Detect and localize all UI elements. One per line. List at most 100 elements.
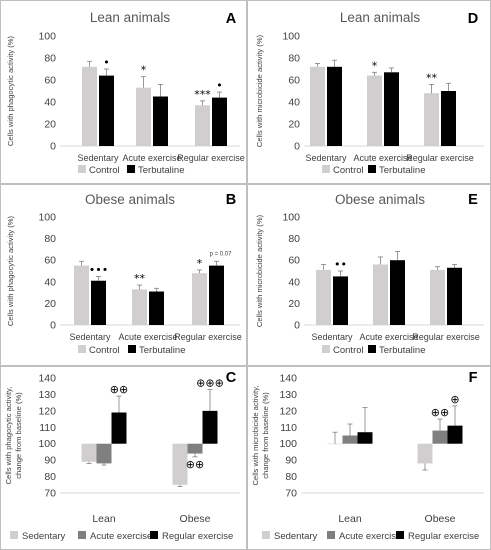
- panel-F: 70 80 90 100 110 120 130 140 Cells with microbic…: [247, 366, 491, 550]
- significance-label: ⊕⊕⊕: [196, 377, 224, 390]
- y-tick-label: 100: [282, 31, 300, 43]
- bar: [432, 430, 448, 444]
- y-tick-label: 40: [288, 97, 300, 109]
- y-tick-label: 60: [288, 75, 300, 87]
- legend-label: Acute exercise: [90, 531, 152, 542]
- panel-D: 0 20 40 60 80 100 Cells with microbicide activ…: [247, 0, 491, 184]
- panel-title: Lean animals: [340, 10, 421, 25]
- bar: [192, 273, 207, 325]
- category-label: Regular exercise: [412, 332, 480, 342]
- y-tick-label: 20: [288, 298, 300, 310]
- category-label: Obese: [180, 513, 211, 525]
- category-label: Acute exercise: [122, 153, 181, 163]
- panel-border: [0, 0, 247, 184]
- bar: [212, 97, 227, 146]
- y-tick-label: 20: [288, 119, 300, 131]
- y-tick-label: 130: [279, 389, 297, 401]
- y-tick-label: 100: [38, 31, 56, 43]
- y-axis-label: Cells with phagocytic activity (%): [6, 215, 15, 326]
- y-tick-label: 140: [38, 373, 56, 385]
- bar: [82, 66, 97, 146]
- legend-swatch: [150, 531, 158, 539]
- category-label: Lean: [338, 513, 362, 525]
- significance-label: ⊕⊕: [110, 383, 128, 396]
- y-tick-label: 80: [285, 471, 297, 483]
- bar: [390, 260, 405, 325]
- y-tick-label: 80: [44, 471, 56, 483]
- bar: [153, 96, 168, 146]
- bar: [132, 289, 147, 325]
- bar: [316, 269, 331, 325]
- legend-swatch: [128, 345, 136, 353]
- panel-E: 0 20 40 60 80 100 Cells with microbicide activ…: [247, 184, 491, 366]
- bar: [447, 267, 462, 325]
- category-label: Sedentary: [69, 332, 111, 342]
- significance-label: ⊕: [450, 393, 459, 406]
- significance-label: •••: [89, 263, 108, 276]
- bar: [441, 91, 456, 146]
- bar: [333, 276, 348, 325]
- bar: [136, 87, 151, 146]
- y-tick-label: 120: [38, 405, 56, 417]
- y-tick-label: 80: [288, 53, 300, 65]
- bar: [424, 93, 439, 146]
- significance-label: *: [141, 64, 147, 77]
- y-tick-label: 80: [44, 53, 56, 65]
- legend-swatch: [10, 531, 18, 539]
- significance-label: •: [216, 79, 223, 92]
- y-tick-label: 120: [279, 405, 297, 417]
- y-axis-label: Cells with microbicide activity (%): [255, 214, 264, 327]
- y-tick-label: 80: [44, 233, 56, 245]
- y-tick-label: 60: [288, 255, 300, 267]
- y-tick-label: 0: [50, 320, 56, 332]
- y-tick-label: 80: [288, 233, 300, 245]
- y-tick-label: 100: [38, 212, 56, 224]
- legend-label: Control: [89, 165, 120, 176]
- bar: [209, 265, 224, 325]
- category-label: Lean: [92, 513, 116, 525]
- legend-label: Terbutaline: [379, 165, 425, 176]
- legend-label: Regular exercise: [408, 531, 479, 542]
- y-tick-label: 40: [288, 276, 300, 288]
- y-tick-label: 20: [44, 298, 56, 310]
- y-tick-label: 90: [285, 455, 297, 467]
- legend-label: Control: [333, 165, 364, 176]
- bar: [202, 410, 218, 444]
- category-label: Regular exercise: [177, 153, 245, 163]
- panel-border: [0, 184, 247, 366]
- bar: [172, 443, 188, 485]
- panel-C: 70 80 90 100 110 120 130 140 Cells with phagocyt…: [0, 366, 247, 550]
- bar: [447, 425, 463, 444]
- significance-label: ⊕⊕: [431, 406, 449, 419]
- legend-label: Terbutaline: [379, 345, 425, 356]
- panel-letter: F: [469, 370, 478, 386]
- category-label: Sedentary: [311, 332, 353, 342]
- legend-swatch: [368, 345, 376, 353]
- legend-label: Sedentary: [274, 531, 318, 542]
- significance-label: **: [426, 71, 438, 84]
- bar: [99, 75, 114, 146]
- bar: [367, 75, 382, 146]
- y-tick-label: 70: [44, 488, 56, 500]
- category-label: Sedentary: [77, 153, 119, 163]
- legend-label: Sedentary: [22, 531, 66, 542]
- y-tick-label: 0: [294, 141, 300, 153]
- bar: [310, 66, 325, 146]
- y-tick-label: 100: [279, 438, 297, 450]
- y-axis-label: Cells with phagocytic activity,change fr…: [4, 387, 23, 485]
- y-tick-label: 140: [279, 373, 297, 385]
- category-label: Acute exercise: [353, 153, 412, 163]
- panel-letter: C: [226, 370, 237, 386]
- legend-swatch: [127, 165, 135, 173]
- panel-letter: E: [468, 192, 478, 208]
- panel-title: Obese animals: [335, 192, 425, 207]
- legend-swatch: [368, 165, 376, 173]
- legend-label: Terbutaline: [138, 165, 184, 176]
- panel-title: Lean animals: [90, 10, 171, 25]
- bar: [111, 412, 127, 444]
- legend-swatch: [322, 165, 330, 173]
- legend-label: Control: [89, 345, 120, 356]
- bar: [357, 432, 373, 444]
- bar: [327, 66, 342, 146]
